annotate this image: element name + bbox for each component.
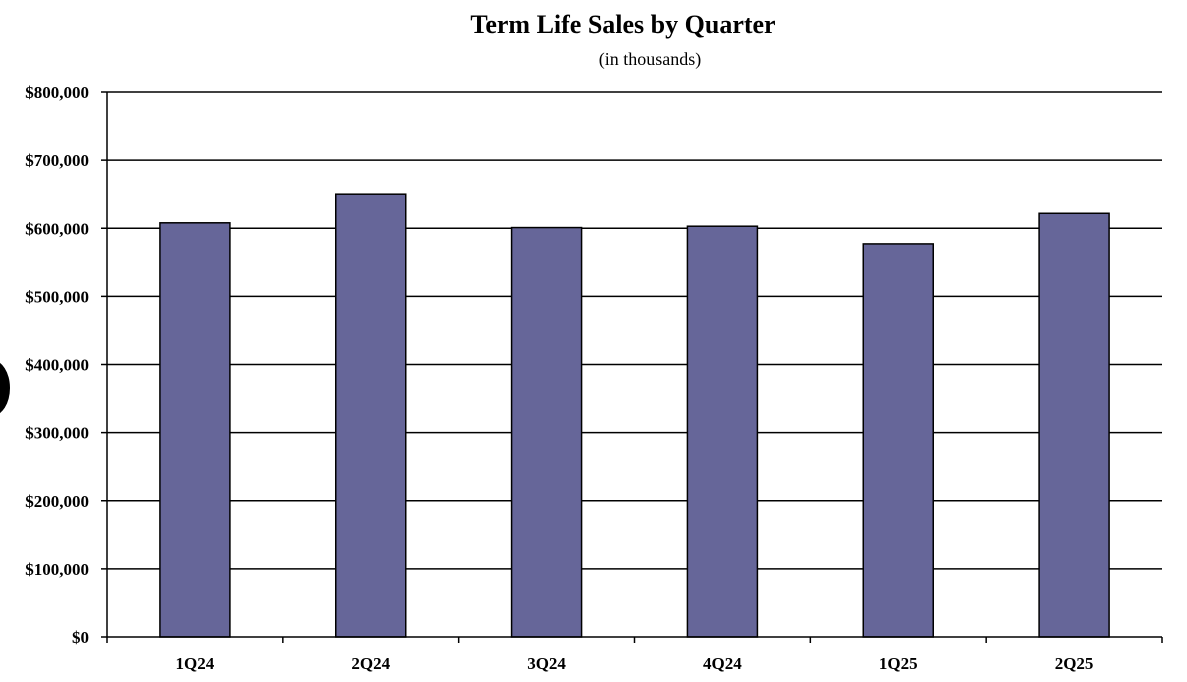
bars	[159, 193, 1110, 638]
bar-2q24	[335, 193, 407, 638]
chart-title: Term Life Sales by Quarter	[470, 10, 775, 39]
y-tick-label: $800,000	[25, 83, 89, 102]
gridlines	[107, 91, 1162, 570]
chart-subtitle: (in thousands)	[599, 49, 702, 70]
x-tick-labels: 1Q24 2Q24 3Q24 4Q24 1Q25 2Q25	[176, 654, 1094, 673]
y-tick-label: $300,000	[25, 424, 89, 443]
x-tick-label: 4Q24	[703, 654, 742, 673]
x-tick-label: 2Q25	[1055, 654, 1094, 673]
y-tick-label: $600,000	[25, 219, 89, 238]
y-tick-label: $500,000	[25, 287, 89, 306]
y-tick-label: $100,000	[25, 560, 89, 579]
y-tick-label: $700,000	[25, 151, 89, 170]
y-tick-label: $200,000	[25, 492, 89, 511]
bar-1q25	[862, 243, 934, 638]
x-tick-label: 1Q25	[879, 654, 918, 673]
bar-4q24	[686, 225, 759, 638]
y-tick-labels: $0 $100,000 $200,000 $300,000 $400,000 $500,0…	[25, 83, 89, 647]
y-tick-label: $400,000	[25, 356, 89, 375]
bar-2q25	[1038, 212, 1110, 638]
bar-3q24	[510, 226, 583, 638]
x-tick-label: 1Q24	[176, 654, 215, 673]
x-tick-label: 2Q24	[351, 654, 390, 673]
axes	[101, 91, 1163, 643]
y-tick-label: $0	[72, 628, 89, 647]
edge-marker	[0, 360, 10, 416]
x-tick-label: 3Q24	[527, 654, 566, 673]
bar-1q24	[159, 222, 231, 638]
